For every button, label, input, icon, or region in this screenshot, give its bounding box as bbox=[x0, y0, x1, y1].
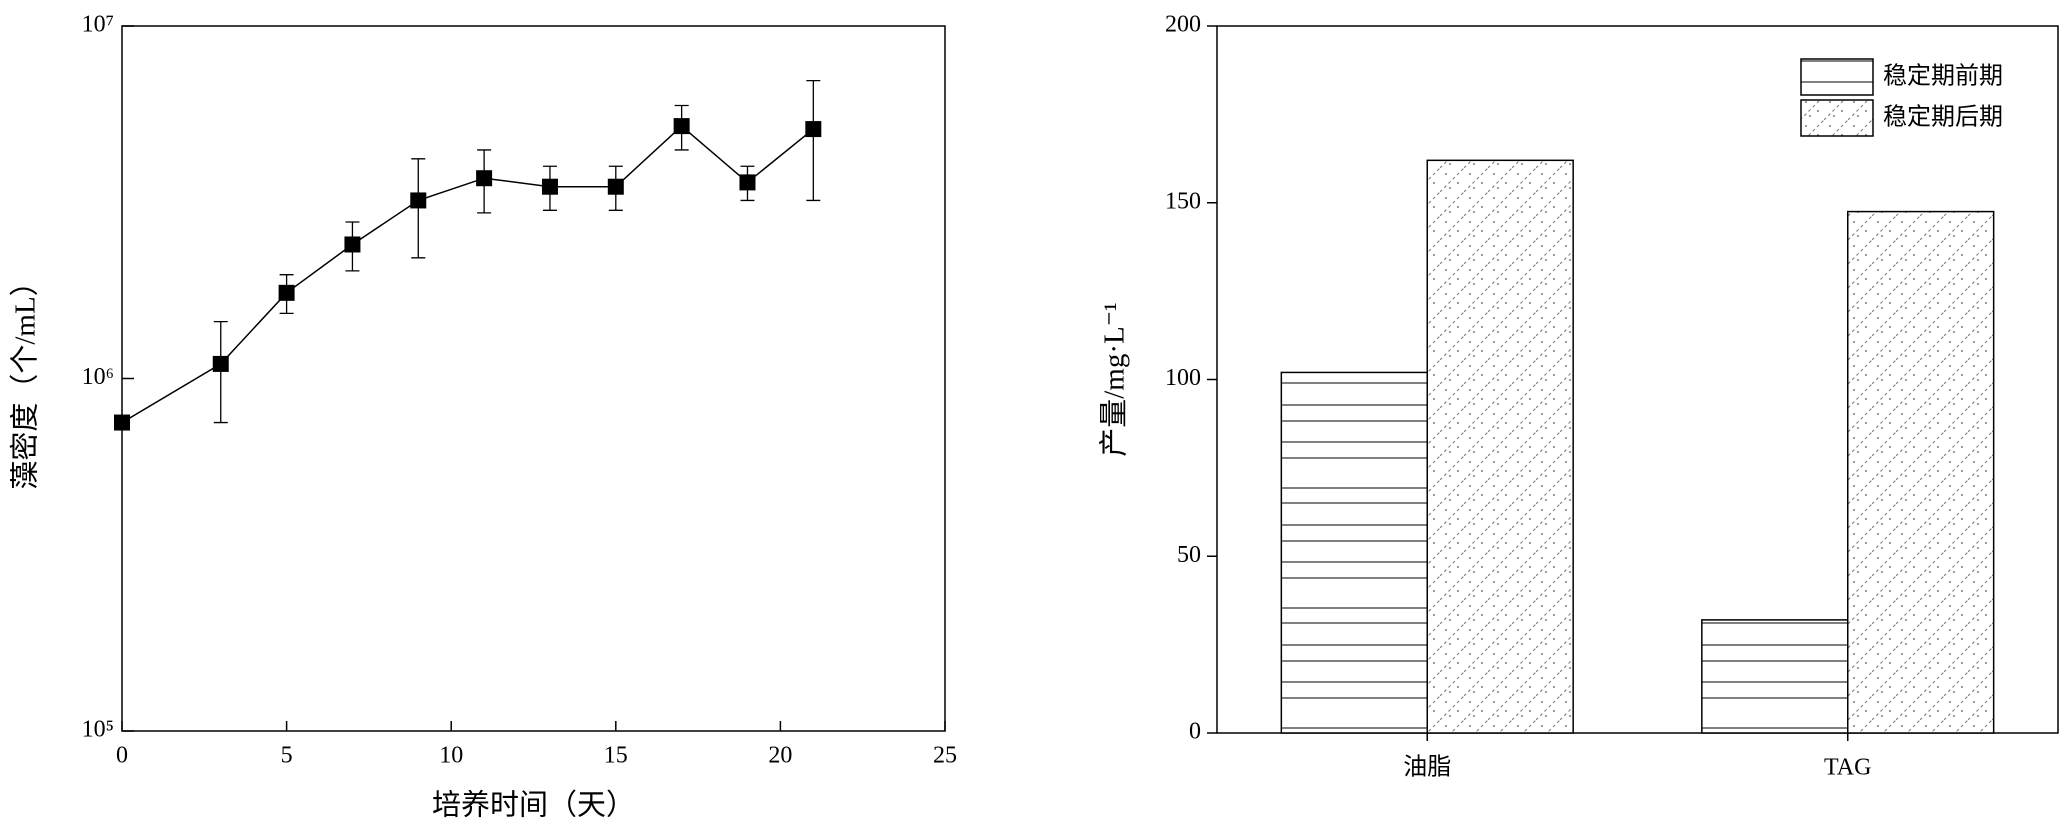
y-tick-label: 0 bbox=[1189, 719, 1201, 745]
y-tick-label: 50 bbox=[1177, 542, 1201, 568]
x-tick-label: 10 bbox=[439, 743, 463, 769]
y-tick-label: 10⁵ bbox=[82, 717, 114, 743]
data-point bbox=[739, 174, 756, 191]
legend-label: 稳定期前期 bbox=[1883, 63, 2003, 90]
y-axis-label: 藻密度（个/mL） bbox=[9, 267, 42, 489]
data-point bbox=[541, 178, 558, 195]
bar bbox=[1847, 210, 1995, 734]
data-point bbox=[114, 414, 130, 431]
x-tick-label: 5 bbox=[281, 743, 293, 769]
y-tick-label: 10⁶ bbox=[82, 364, 114, 390]
bar bbox=[1280, 371, 1429, 734]
legend-swatch bbox=[1800, 99, 1874, 137]
data-line bbox=[121, 125, 814, 424]
y-tick-label: 10⁷ bbox=[82, 12, 114, 38]
legend-label: 稳定期后期 bbox=[1883, 104, 2003, 131]
x-axis-label: 培养时间（天） bbox=[432, 789, 635, 822]
bar bbox=[1701, 619, 1849, 734]
data-point bbox=[476, 170, 493, 187]
x-tick-label: 15 bbox=[604, 743, 628, 769]
data-point bbox=[278, 284, 295, 301]
y-axis-label: 产量/mg·L⁻¹ bbox=[1098, 302, 1131, 457]
x-tick-label: 油脂 bbox=[1403, 754, 1451, 781]
data-point bbox=[410, 192, 427, 209]
bar bbox=[1426, 159, 1574, 734]
data-point bbox=[805, 121, 822, 138]
data-point bbox=[212, 355, 229, 372]
y-tick-label: 150 bbox=[1165, 188, 1201, 214]
data-point bbox=[673, 118, 690, 135]
legend-swatch bbox=[1800, 58, 1874, 96]
x-tick-label: 25 bbox=[933, 743, 957, 769]
data-point bbox=[344, 236, 361, 253]
y-tick-label: 100 bbox=[1165, 365, 1201, 391]
error-bar bbox=[213, 320, 228, 424]
x-tick-label: 20 bbox=[768, 743, 792, 769]
x-tick-label: TAG bbox=[1824, 755, 1871, 781]
plot-frame bbox=[121, 25, 946, 732]
data-point bbox=[607, 178, 624, 195]
error-bar bbox=[806, 79, 821, 202]
y-tick-label: 200 bbox=[1165, 12, 1201, 38]
x-tick-label: 0 bbox=[116, 743, 128, 769]
